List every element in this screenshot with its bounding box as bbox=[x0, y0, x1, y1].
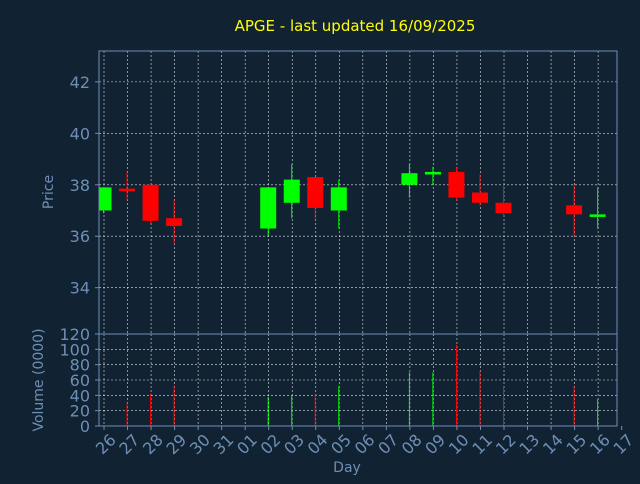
candle-body bbox=[119, 188, 136, 192]
volume-y-tick-label: 20 bbox=[70, 402, 90, 421]
price-y-tick-label: 36 bbox=[70, 227, 90, 246]
price-y-tick-label: 38 bbox=[70, 176, 90, 195]
volume-y-tick-label: 40 bbox=[70, 386, 90, 405]
volume-axis-label: Volume (0000) bbox=[31, 328, 47, 431]
candle-16 bbox=[589, 187, 606, 229]
price-y-tick-label: 40 bbox=[70, 124, 90, 143]
candle-body bbox=[166, 218, 183, 226]
candle-26 bbox=[99, 187, 112, 214]
candle-11 bbox=[471, 174, 488, 206]
candle-03 bbox=[283, 164, 300, 219]
candle-body bbox=[495, 202, 512, 214]
price-y-tick-label: 42 bbox=[70, 73, 90, 92]
candle-29 bbox=[166, 200, 183, 244]
candle-08 bbox=[401, 164, 418, 198]
candle-body bbox=[330, 187, 347, 211]
candle-05 bbox=[330, 179, 347, 229]
price-y-tick-label: 34 bbox=[70, 279, 90, 298]
candle-12 bbox=[495, 184, 512, 216]
candle-body bbox=[566, 205, 583, 215]
volume-y-tick-label: 120 bbox=[59, 325, 90, 344]
candle-body bbox=[142, 184, 159, 221]
x-axis-label: Day bbox=[333, 460, 361, 476]
candle-04 bbox=[307, 177, 324, 219]
candle-body bbox=[99, 187, 112, 211]
candle-body bbox=[589, 214, 606, 217]
candle-body bbox=[283, 179, 300, 203]
volume-plot-frame bbox=[98, 333, 618, 427]
candle-body bbox=[401, 173, 418, 185]
candle-body bbox=[471, 192, 488, 203]
candle-body bbox=[307, 177, 324, 208]
volume-y-tick-label: 100 bbox=[59, 340, 90, 359]
candlestick-series bbox=[99, 164, 606, 244]
candle-02 bbox=[260, 187, 277, 237]
candle-body bbox=[448, 171, 465, 198]
volume-y-tick-label: 0 bbox=[80, 417, 90, 436]
volume-y-tick-label: 60 bbox=[70, 371, 90, 390]
candle-body bbox=[260, 187, 277, 229]
candle-body bbox=[424, 171, 441, 175]
volume-y-tick-label: 80 bbox=[70, 356, 90, 375]
volume-series bbox=[126, 344, 599, 426]
candle-28 bbox=[142, 184, 159, 224]
price-y-ticks: 34 36 38 40 42 bbox=[70, 73, 99, 298]
candle-15 bbox=[566, 184, 583, 237]
candle-27 bbox=[119, 171, 136, 201]
candle-10 bbox=[448, 166, 465, 201]
price-axis-label: Price bbox=[41, 175, 57, 209]
chart-title: APGE - last updated 16/09/2025 bbox=[235, 17, 476, 35]
candle-09 bbox=[424, 166, 441, 185]
